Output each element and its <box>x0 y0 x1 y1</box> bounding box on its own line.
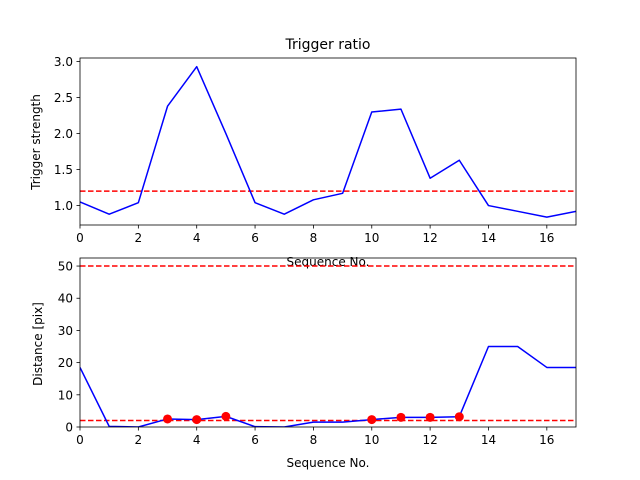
bottom-x-axis-label: Sequence No. <box>287 456 370 470</box>
top-x-tick-label: 0 <box>76 231 84 245</box>
bottom-x-tick-label: 2 <box>135 433 143 447</box>
bottom-x-tick-label: 16 <box>539 433 554 447</box>
top-plot-area <box>80 65 576 218</box>
top-x-axis-label: Sequence No. <box>287 255 370 269</box>
bottom-y-tick-label: 20 <box>58 356 73 370</box>
top-y-axis-label: Trigger strength <box>29 94 43 191</box>
bottom-marker-point <box>454 412 464 422</box>
top-x-tick-label: 14 <box>481 231 496 245</box>
top-chart-title: Trigger ratio <box>284 37 370 53</box>
bottom-x-tick-label: 8 <box>310 433 318 447</box>
top-subplot: Trigger ratio Sequence No. Trigger stren… <box>29 37 577 269</box>
top-x-tick-label: 6 <box>251 231 259 245</box>
bottom-x-tick-label: 0 <box>76 433 84 447</box>
top-x-tick-label: 8 <box>310 231 318 245</box>
top-series-line-0 <box>80 65 576 218</box>
top-y-tick-label: 1.5 <box>54 163 73 177</box>
top-y-tick-label: 2.5 <box>54 91 73 105</box>
bottom-y-axis-label: Distance [pix] <box>31 302 45 386</box>
bottom-x-tick-label: 14 <box>481 433 496 447</box>
bottom-axes-frame <box>79 257 577 428</box>
bottom-y-tick-label: 30 <box>58 324 73 338</box>
bottom-series-line-0 <box>80 345 576 427</box>
bottom-plot-area <box>80 265 576 427</box>
bottom-y-tick-label: 0 <box>65 421 73 435</box>
top-axes-frame <box>79 57 577 226</box>
top-x-tick-label: 2 <box>135 231 143 245</box>
bottom-marker-point <box>221 411 231 421</box>
bottom-y-tick-label: 10 <box>58 388 73 402</box>
top-x-tick-label: 10 <box>364 231 379 245</box>
bottom-x-tick-label: 10 <box>364 433 379 447</box>
bottom-marker-point <box>367 415 377 425</box>
bottom-y-tick-label: 40 <box>58 292 73 306</box>
bottom-marker-point <box>192 415 202 425</box>
top-y-tick-label: 3.0 <box>54 55 73 69</box>
top-x-tick-label: 12 <box>422 231 437 245</box>
bottom-marker-point <box>163 414 173 424</box>
bottom-subplot: Sequence No. Distance [pix] 0 2 4 6 8 10 12 14 1… <box>31 257 577 470</box>
bottom-y-tick-label: 50 <box>58 260 73 274</box>
top-y-tick-label: 2.0 <box>54 127 73 141</box>
bottom-marker-point <box>396 412 406 422</box>
bottom-x-tick-label: 6 <box>251 433 259 447</box>
top-y-tick-label: 1.0 <box>54 199 73 213</box>
bottom-marker-point <box>425 412 435 422</box>
top-x-tick-label: 16 <box>539 231 554 245</box>
bottom-x-tick-label: 12 <box>422 433 437 447</box>
bottom-x-tick-label: 4 <box>193 433 201 447</box>
top-x-tick-label: 4 <box>193 231 201 245</box>
